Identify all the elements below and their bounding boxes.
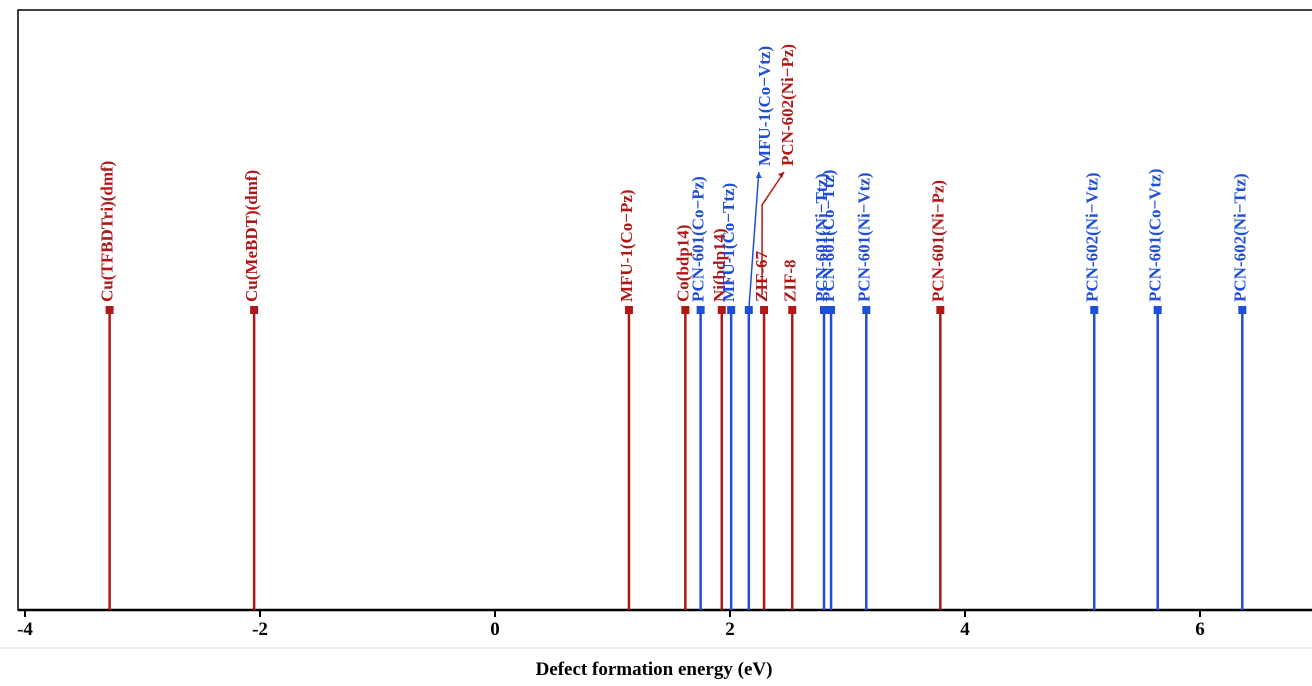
stem-label: PCN-601(Ni−Pz) xyxy=(928,180,947,302)
stem-label: PCN-601(Co−Vtz) xyxy=(1146,169,1165,302)
stem-label: Ni(bdp14) xyxy=(710,228,729,302)
stem-marker xyxy=(727,306,736,314)
stem-label: Cu(TFBDTri)(dmf) xyxy=(98,161,117,302)
stem-marker xyxy=(820,306,828,314)
stem-marker xyxy=(1238,306,1247,314)
stem-label: PCN-602(Ni−Ttz) xyxy=(1230,173,1249,302)
stem-label: PCN-602(Ni−Pz) xyxy=(778,44,797,166)
plot-frame xyxy=(17,9,1312,611)
stem-marker xyxy=(760,306,769,314)
stem-label: ZIF-8 xyxy=(780,260,799,303)
stem-marker xyxy=(862,306,871,314)
stem-label: ZIF-67 xyxy=(752,251,771,303)
leader-arrow xyxy=(778,172,785,178)
x-tick-label: -4 xyxy=(17,619,33,640)
stem-label: PCN-601(Ni−Vtz) xyxy=(854,172,873,302)
stem-marker xyxy=(105,306,114,314)
x-ticks: -4 -2 0 2 4 6 xyxy=(17,610,1205,640)
stem-label: PCN-601(Co−Pz) xyxy=(689,176,708,302)
stem-label: MFU-1(Co−Ttz) xyxy=(719,183,738,302)
stem-marker xyxy=(1153,306,1162,314)
stem-marker xyxy=(696,306,705,314)
stems xyxy=(105,171,1247,610)
stem-label: PCN-601(Ni−Ttz) xyxy=(812,173,831,302)
stem-label: Co(bdp14) xyxy=(673,225,692,302)
x-tick-label: 6 xyxy=(1195,619,1205,640)
stem-label: MFU-1(Co−Pz) xyxy=(617,189,636,302)
x-tick-label: 0 xyxy=(490,619,500,640)
leader-arrow xyxy=(755,172,762,178)
stem-label: PCN-602(Ni−Vtz) xyxy=(1082,172,1101,302)
stem-label: PCN-601(Co−Ttz) xyxy=(819,170,838,302)
stem-marker xyxy=(250,306,259,314)
stem-marker xyxy=(788,306,797,314)
x-tick-label: -2 xyxy=(252,619,268,640)
leader-line xyxy=(761,171,785,295)
x-tick-label: 2 xyxy=(725,619,735,640)
stem-marker xyxy=(681,306,690,314)
leader-line xyxy=(748,171,760,311)
stem-marker xyxy=(717,306,726,314)
x-tick-label: 4 xyxy=(960,619,970,640)
stem-label: MFU-1(Co−Vtz) xyxy=(755,46,774,166)
stem-marker xyxy=(936,306,945,314)
x-axis-title: Defect formation energy (eV) xyxy=(536,659,773,680)
stem-marker xyxy=(624,306,633,314)
stem-marker xyxy=(1090,306,1099,314)
stem-marker xyxy=(827,306,836,314)
stem-label: Cu(MeBDT)(dmf) xyxy=(242,170,261,302)
stem-labels: Cu(TFBDTri)(dmf) Cu(MeBDT)(dmf) MFU-1(Co−P… xyxy=(98,44,1250,302)
